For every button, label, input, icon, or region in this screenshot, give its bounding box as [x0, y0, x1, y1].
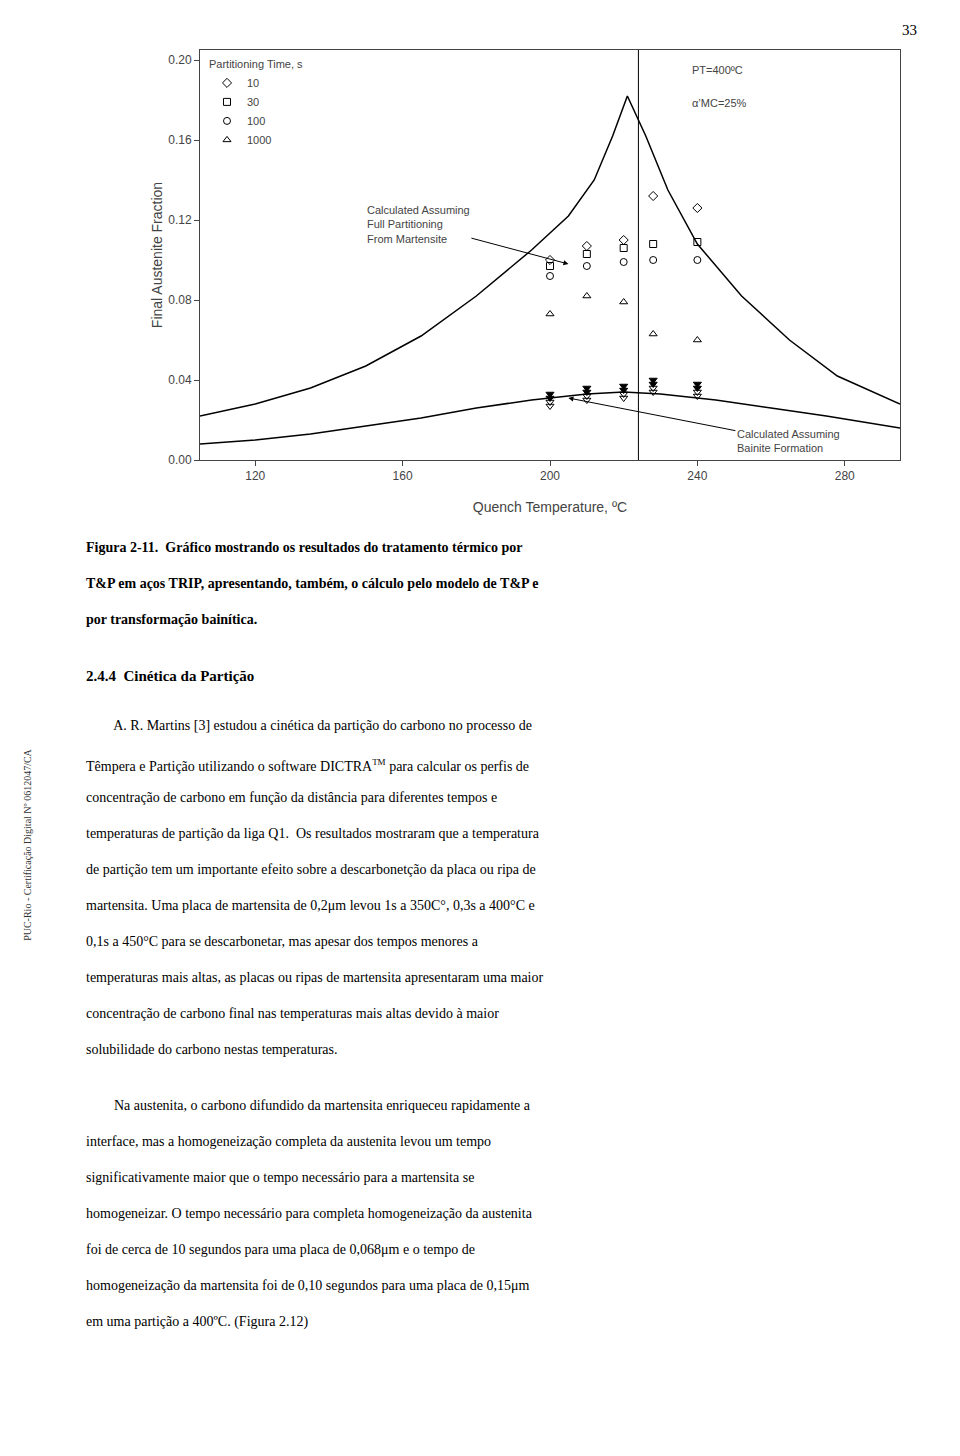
- html-text:Na austenita, o carbono difund: Na austenita, o carbono difundido da mar…: [86, 1098, 530, 1113]
- svg-text:Calculated AssumingBainite For: Calculated AssumingBainite Formation: [737, 428, 840, 454]
- svg-text:Partitioning Time, s: Partitioning Time, s: [209, 58, 303, 70]
- svg-text:0.16: 0.16: [168, 133, 192, 147]
- svg-text:0.00: 0.00: [168, 453, 192, 467]
- html-text:em uma partição a 400ºC. (Figu: em uma partição a 400ºC. (Figura 2.12): [86, 1314, 309, 1329]
- svg-text:30: 30: [247, 96, 259, 108]
- html-text:homogeneização da martensita f: homogeneização da martensita foi de 0,10…: [86, 1278, 530, 1293]
- html-text:de partição tem um importante: de partição tem um importante efeito sob…: [86, 862, 536, 877]
- html-text:PUC-Rio - Certificação Digital: PUC-Rio - Certificação Digital Nº 061204…: [21, 749, 33, 941]
- html-text:temperaturas mais altas, as pl: temperaturas mais altas, as placas ou ri…: [86, 970, 544, 985]
- svg-text:0.12: 0.12: [168, 213, 192, 227]
- html-text:33: 33: [902, 22, 917, 38]
- html-text:Têmpera e Partição utilizando: Têmpera e Partição utilizando o software…: [86, 757, 530, 774]
- html-text:concentração de carbono final: concentração de carbono final nas temper…: [86, 1006, 499, 1021]
- svg-text:120: 120: [245, 469, 265, 483]
- svg-text:160: 160: [393, 469, 413, 483]
- svg-text:280: 280: [835, 469, 855, 483]
- html-text:interface, mas a homogeneizaçã: interface, mas a homogeneização completa…: [86, 1134, 492, 1149]
- html-text:2.4.4 Cinética da Partição: 2.4.4 Cinética da Partição: [86, 668, 255, 684]
- html-text:foi de cerca de 10 segundos pa: foi de cerca de 10 segundos para uma pla…: [86, 1242, 475, 1257]
- svg-text:Quench Temperature, ºC: Quench Temperature, ºC: [473, 499, 627, 515]
- svg-text:10: 10: [247, 77, 259, 89]
- html-text:martensita. Uma placa de marte: martensita. Uma placa de martensita de 0…: [86, 898, 535, 913]
- svg-text:0.20: 0.20: [168, 53, 192, 67]
- html-text:solubilidade do carbono nestas: solubilidade do carbono nestas temperatu…: [86, 1042, 338, 1057]
- html-text:homogeneizar. O tempo necessár: homogeneizar. O tempo necessário para co…: [86, 1206, 532, 1221]
- html-text:Figura 2-11. Gráfico mostrando: Figura 2-11. Gráfico mostrando os result…: [86, 540, 523, 555]
- svg-text:Calculated AssumingFull Partit: Calculated AssumingFull PartitioningFrom…: [367, 204, 470, 245]
- svg-text:240: 240: [687, 469, 707, 483]
- html-text:por transformação bainítica.: por transformação bainítica.: [86, 612, 258, 627]
- svg-text:PT=400ºC: PT=400ºC: [692, 64, 743, 76]
- html-text:0,1s a 450°C para se descarbon: 0,1s a 450°C para se descarbonetar, mas …: [86, 934, 478, 949]
- html-text:concentração de carbono em fun: concentração de carbono em função da dis…: [86, 790, 498, 805]
- svg-text:0.08: 0.08: [168, 293, 192, 307]
- svg-text:200: 200: [540, 469, 560, 483]
- html-text:A. R. Martins [3] estudou a ci: A. R. Martins [3] estudou a cinética da …: [86, 718, 532, 733]
- svg-text:α’MC=25%: α’MC=25%: [692, 97, 747, 109]
- svg-text:1000: 1000: [247, 134, 271, 146]
- svg-text:0.04: 0.04: [168, 373, 192, 387]
- html-text:significativamente maior que o: significativamente maior que o tempo nec…: [86, 1170, 475, 1185]
- svg-text:Final Austenite Fraction: Final Austenite Fraction: [149, 182, 165, 328]
- html-text:T&P em aços TRIP, apresentando: T&P em aços TRIP, apresentando, também, …: [86, 576, 539, 591]
- svg-text:100: 100: [247, 115, 265, 127]
- html-text:temperaturas de partição da li: temperaturas de partição da liga Q1. Os …: [86, 826, 539, 841]
